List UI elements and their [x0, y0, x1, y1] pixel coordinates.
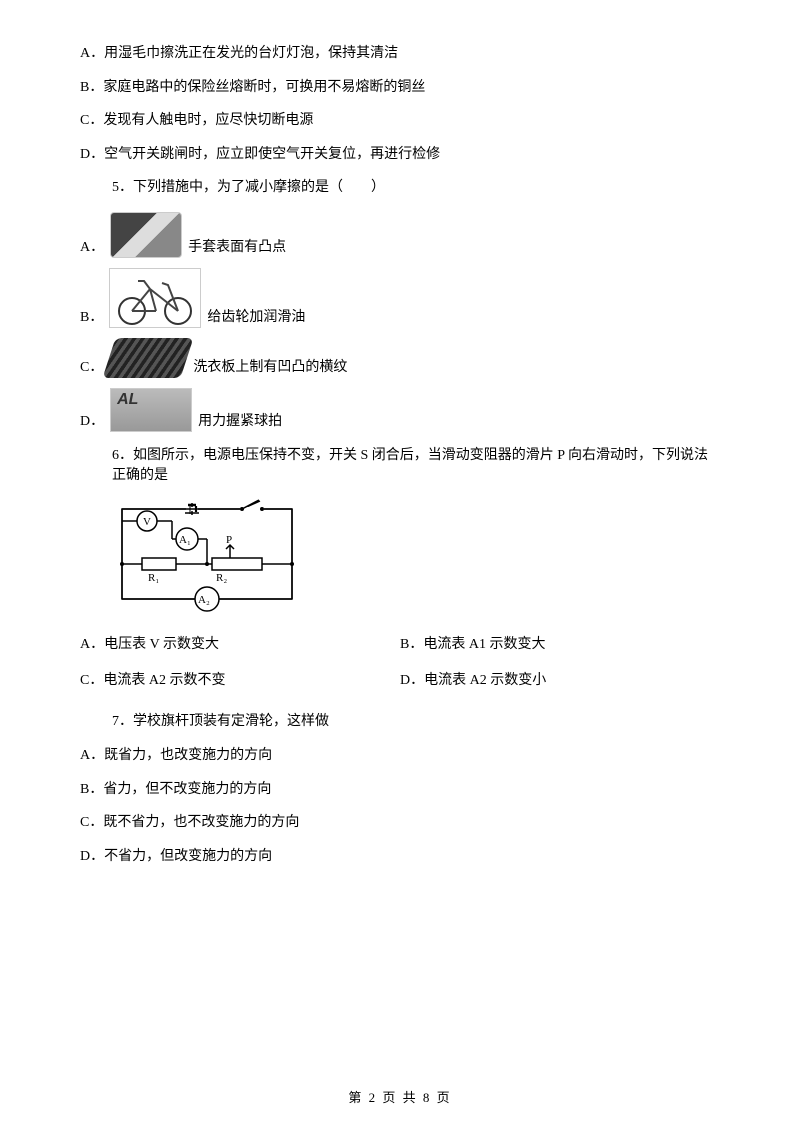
- bicycle-image: [109, 268, 201, 328]
- r2-label: R₂: [216, 572, 227, 584]
- q7-opt-d: D．不省力，但改变施力的方向: [80, 847, 720, 867]
- q5-stem: 5．下列措施中，为了减小摩擦的是（ ）: [112, 178, 720, 198]
- q6-opt-a: A．电压表 V 示数变大: [80, 635, 400, 655]
- page-footer: 第 2 页 共 8 页: [0, 1087, 800, 1106]
- racket-image: [110, 388, 192, 432]
- q6-opt-d: D．电流表 A2 示数变小: [400, 671, 720, 691]
- ammeter-a2-label: A₂: [198, 594, 210, 606]
- gloves-image: [110, 212, 182, 258]
- switch-s-label: S: [250, 499, 256, 502]
- q5-opt-b-text: 给齿轮加润滑油: [207, 308, 305, 328]
- q-prev-opt-d: D．空气开关跳闸时，应立即使空气开关复位，再进行检修: [80, 145, 720, 165]
- q6-opt-b: B．电流表 A1 示数变大: [400, 635, 720, 655]
- q-prev-opt-b: B．家庭电路中的保险丝熔断时，可换用不易熔断的铜丝: [80, 78, 720, 98]
- q5-opt-b: B． 给齿轮加润滑油: [80, 268, 720, 328]
- q6-options: A．电压表 V 示数变大 B．电流表 A1 示数变大 C．电流表 A2 示数不变…: [80, 627, 720, 698]
- washboard-image: [109, 338, 187, 378]
- slider-p-label: P: [226, 534, 232, 546]
- q7-opt-a: A．既省力，也改变施力的方向: [80, 746, 720, 766]
- q7-opt-b: B．省力，但不改变施力的方向: [80, 780, 720, 800]
- q5-opt-c: C． 洗衣板上制有凹凸的横纹: [80, 338, 720, 378]
- q5-opt-a: A． 手套表面有凸点: [80, 212, 720, 258]
- option-label-d: D．: [80, 412, 104, 432]
- circuit-diagram: S V A₁ R₁ P R₂: [112, 499, 302, 619]
- q5-opt-a-text: 手套表面有凸点: [188, 238, 286, 258]
- option-label-c: C．: [80, 358, 103, 378]
- q6-opt-c: C．电流表 A2 示数不变: [80, 671, 400, 691]
- option-label-b: B．: [80, 308, 103, 328]
- q6-stem: 6．如图所示，电源电压保持不变，开关 S 闭合后，当滑动变阻器的滑片 P 向右滑…: [112, 446, 720, 485]
- q5-opt-c-text: 洗衣板上制有凹凸的横纹: [193, 358, 347, 378]
- q-prev-opt-c: C．发现有人触电时，应尽快切断电源: [80, 111, 720, 131]
- q-prev-opt-a: A．用湿毛巾擦洗正在发光的台灯灯泡，保持其清洁: [80, 44, 720, 64]
- q7-opt-c: C．既不省力，也不改变施力的方向: [80, 813, 720, 833]
- voltmeter-label: V: [143, 516, 151, 528]
- q7-stem: 7．学校旗杆顶装有定滑轮，这样做: [112, 712, 720, 732]
- r1-label: R₁: [148, 572, 159, 584]
- q5-opt-d-text: 用力握紧球拍: [198, 412, 282, 432]
- q5-opt-d: D． 用力握紧球拍: [80, 388, 720, 432]
- page-content: A．用湿毛巾擦洗正在发光的台灯灯泡，保持其清洁 B．家庭电路中的保险丝熔断时，可…: [0, 0, 800, 940]
- option-label-a: A．: [80, 238, 104, 258]
- ammeter-a1-label: A₁: [179, 534, 191, 546]
